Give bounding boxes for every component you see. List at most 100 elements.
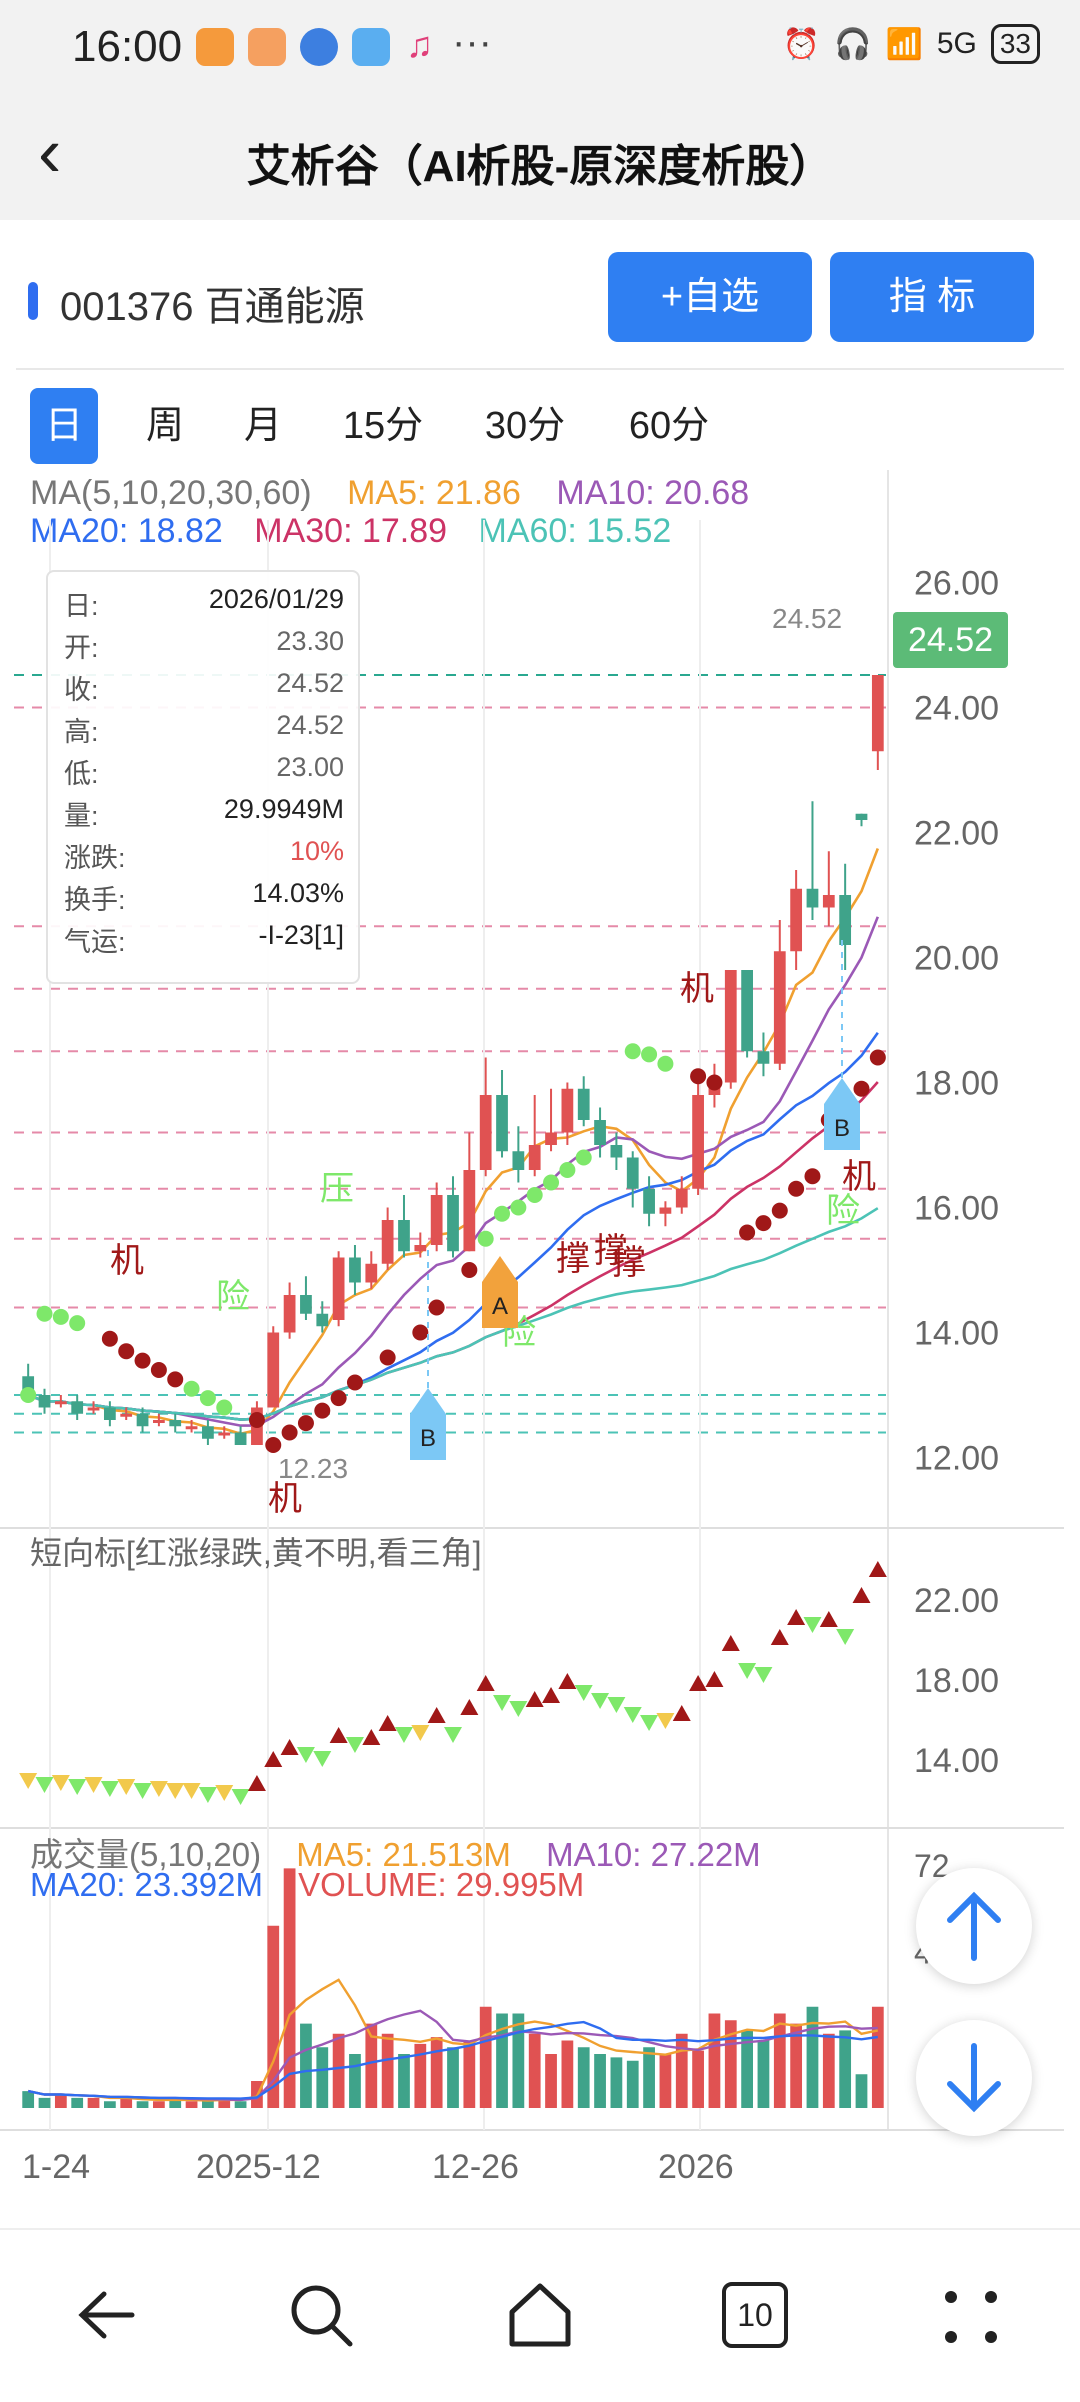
volume-bar: [136, 2101, 149, 2108]
tab-day[interactable]: 日: [30, 388, 98, 464]
candle-body: [38, 1395, 51, 1408]
volume-bar: [692, 2050, 704, 2108]
back-icon[interactable]: ‹: [38, 113, 62, 191]
indicator-button[interactable]: 指 标: [830, 252, 1034, 342]
price-axis-label: 26.00: [914, 565, 999, 603]
tab-15min[interactable]: 15分: [342, 405, 424, 447]
short-triangle: [149, 1781, 168, 1797]
candle-body: [87, 1407, 100, 1411]
headphones-icon: 🎧: [834, 27, 872, 61]
candle-body: [381, 1220, 394, 1264]
x-axis-label: 1-24: [22, 2148, 90, 2186]
volume-bar: [773, 2013, 786, 2108]
short-triangle: [427, 1707, 446, 1723]
short-triangle: [378, 1715, 397, 1731]
candle-body: [724, 970, 737, 1083]
short-triangle: [182, 1783, 201, 1799]
short-triangle: [476, 1675, 495, 1691]
tab-month[interactable]: 月: [243, 405, 282, 447]
vol-ma10: MA10: 27.22M: [546, 1836, 761, 1873]
add-watchlist-button[interactable]: +自选: [608, 252, 812, 342]
short-axis-label: 14.00: [914, 1742, 999, 1780]
volume-bar: [218, 2097, 231, 2108]
candle-body: [267, 1332, 280, 1408]
volume-bar: [806, 2006, 819, 2108]
candle-body: [512, 1151, 525, 1170]
candle-body: [153, 1420, 165, 1423]
menu-icon[interactable]: [936, 2282, 1006, 2352]
candle-body: [790, 888, 803, 952]
short-triangle: [280, 1739, 299, 1755]
scroll-down-button[interactable]: [916, 2020, 1032, 2136]
short-triangle: [689, 1675, 708, 1691]
tab-60min[interactable]: 60分: [628, 405, 710, 447]
short-triangle: [313, 1751, 332, 1767]
ma10-value: MA10: 20.68: [556, 474, 750, 512]
signal-dot-red: [788, 1180, 805, 1197]
short-triangle: [721, 1635, 740, 1651]
svg-text:B: B: [834, 1115, 850, 1142]
signal-dot-red: [461, 1262, 478, 1278]
signal-dot-green: [510, 1199, 527, 1216]
tab-week[interactable]: 周: [145, 405, 184, 447]
volume-bar: [349, 2054, 361, 2108]
volume-bar: [153, 2101, 165, 2108]
scroll-up-button[interactable]: [916, 1868, 1032, 1984]
x-axis-label: 12-26: [432, 2148, 519, 2186]
vol-value: VOLUME: 29.995M: [298, 1866, 585, 1903]
short-triangle: [215, 1785, 234, 1801]
signal-dot-red: [869, 1049, 886, 1066]
candle-body: [839, 895, 852, 945]
volume-bar: [839, 2030, 852, 2108]
tab-30min[interactable]: 30分: [484, 405, 566, 447]
candle-body: [414, 1245, 427, 1252]
volume-bar: [512, 2013, 525, 2108]
svg-text:A: A: [492, 1293, 508, 1320]
status-time: 16:00: [72, 22, 183, 71]
volume-bar: [528, 2033, 541, 2108]
volume-bar: [496, 2013, 508, 2108]
signal-label: 机: [110, 1242, 144, 1280]
signal-dot-green: [36, 1305, 53, 1322]
price-axis-label: 16.00: [914, 1190, 999, 1228]
volume-bar: [594, 2054, 606, 2108]
browser-back-icon[interactable]: [70, 2280, 150, 2350]
short-triangle: [509, 1701, 528, 1717]
signal-icon: 5G: [936, 27, 977, 60]
volume-bar: [22, 2091, 35, 2108]
volume-bar: [545, 2054, 557, 2108]
short-triangle: [198, 1787, 217, 1803]
candle-body: [349, 1257, 361, 1283]
page-title: 艾析谷（AI析股-原深度析股）: [246, 142, 834, 191]
signal-dot-red: [134, 1352, 151, 1369]
ma30-value: MA30: 17.89: [254, 512, 448, 550]
x-axis-label: 2026: [658, 2148, 734, 2186]
kline-chart[interactable]: 26.00 24.00 22.00 20.00 18.00 16.00 14.00 12.00…: [0, 0, 1080, 2228]
candle-body: [757, 1051, 770, 1064]
short-triangle: [836, 1629, 855, 1645]
home-icon[interactable]: [500, 2274, 580, 2354]
volume-bar: [741, 2030, 753, 2108]
short-triangle: [19, 1773, 38, 1789]
volume-bar: [414, 2043, 427, 2108]
ma60-line: [27, 1207, 879, 1421]
search-icon[interactable]: [282, 2276, 362, 2356]
tabs-icon[interactable]: 10: [722, 2282, 788, 2348]
short-triangle: [623, 1707, 642, 1723]
short-triangle: [247, 1775, 266, 1791]
signal-dot-red: [706, 1074, 723, 1091]
candle-body: [120, 1413, 133, 1417]
signal-dot-green: [183, 1380, 200, 1397]
signal-dot-green: [559, 1162, 576, 1178]
volume-bar: [316, 2047, 329, 2108]
short-triangle: [100, 1781, 119, 1797]
volume-bar: [790, 2023, 803, 2108]
candle-body: [871, 675, 884, 752]
signal-dot-red: [167, 1371, 184, 1388]
short-triangle: [444, 1727, 462, 1743]
signal-label: 撑: [556, 1240, 590, 1278]
info-row-change: 涨跌: 10%: [64, 836, 344, 873]
signal-label: 压: [320, 1170, 354, 1208]
ma-legend-row2: MA20: 18.82 MA30: 17.89 MA60: 15.52: [30, 512, 671, 551]
short-triangle: [394, 1727, 413, 1743]
